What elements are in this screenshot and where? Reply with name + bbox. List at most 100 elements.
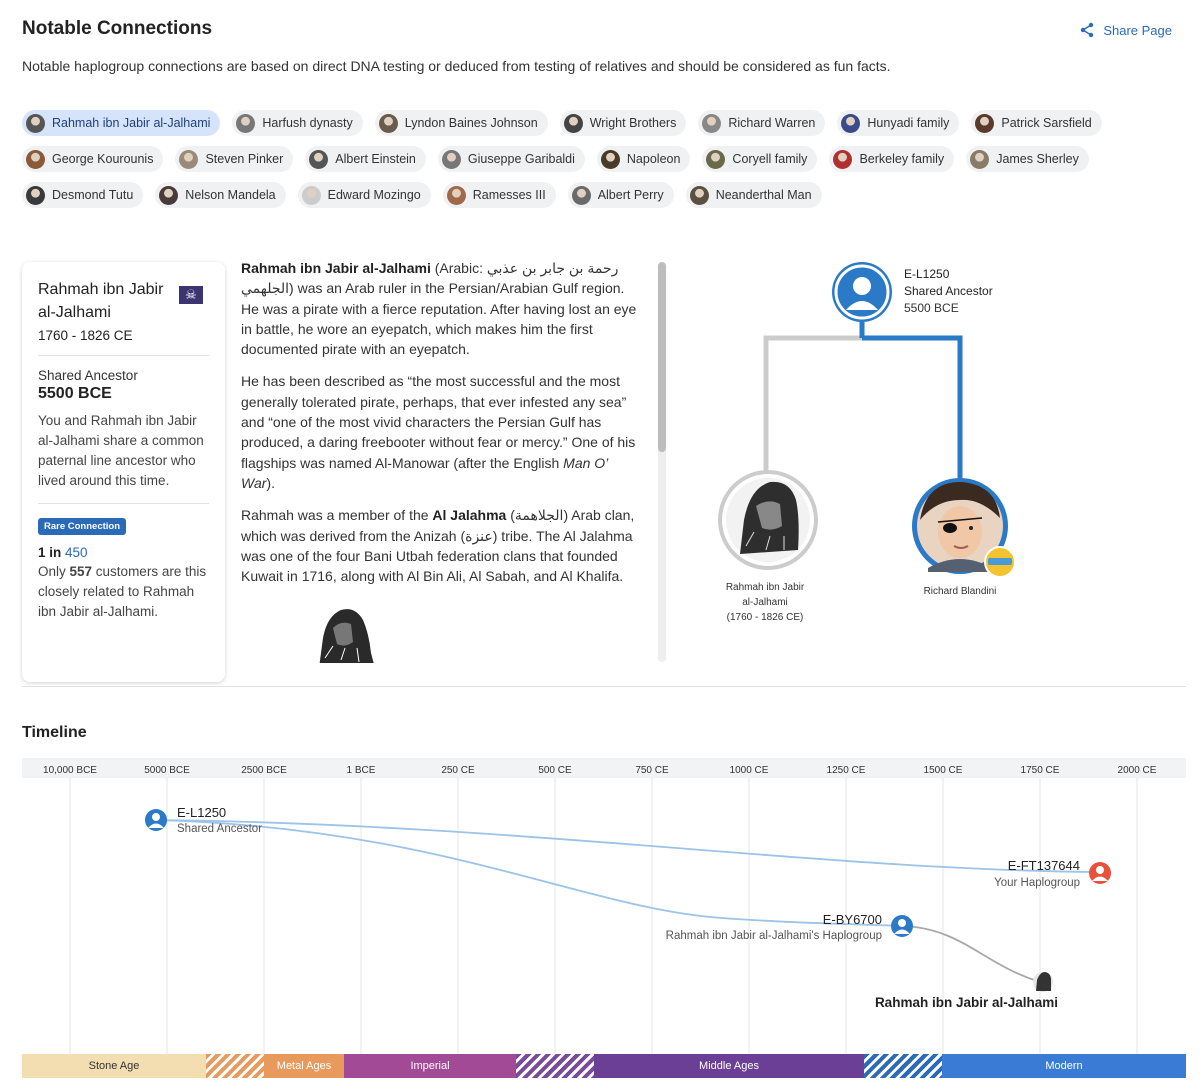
path-to-their-haplogroup	[155, 819, 901, 927]
rare-connection-badge: Rare Connection	[38, 518, 127, 535]
bio-arabic-name: رحمة بن جابر بن عذبي الجلهمي	[241, 260, 619, 297]
timeline-chart: 10,000 BCE 5000 BCE 2500 BCE 1 BCE 250 CE 500…	[22, 758, 1186, 1054]
bio-text: He has been described as “the most succe…	[241, 373, 636, 471]
era-transition	[206, 1054, 264, 1078]
chip-label: Hunyadi family	[867, 116, 950, 130]
era-bar: Stone Age Metal Ages Imperial Middle Ages Mo…	[22, 1054, 1186, 1078]
connection-chip[interactable]: Albert Perry	[567, 182, 674, 208]
avatar	[841, 113, 861, 133]
chip-label: Albert Einstein	[335, 152, 416, 166]
card-person-years: 1760 - 1826 CE	[38, 328, 133, 343]
path-to-person	[901, 925, 1041, 983]
avatar	[26, 185, 45, 205]
connection-chip[interactable]: Rahmah ibn Jabir al-Jalhami	[22, 110, 221, 136]
page-subtitle: Notable haplogroup connections are based…	[22, 58, 891, 74]
connection-chip[interactable]: Patrick Sarsfield	[971, 110, 1102, 136]
achievement-badge-icon	[984, 546, 1016, 578]
tree-ancestor-label: Shared Ancestor	[904, 284, 993, 298]
tree-left-name: Rahmah ibn Jabir al-Jalhami (1760 - 1826…	[698, 580, 832, 625]
chip-label: Ramesses III	[472, 188, 546, 202]
connection-chips: Rahmah ibn Jabir al-Jalhami Harfush dynas…	[22, 110, 1182, 218]
timeline-tick-label: 1750 CE	[1021, 765, 1060, 776]
customer-count-text: Only 557 customers are this closely rela…	[38, 562, 209, 622]
avatar	[706, 149, 726, 169]
page-title: Notable Connections	[22, 18, 213, 39]
era-transition	[516, 1054, 594, 1078]
avatar	[301, 185, 321, 205]
avatar	[441, 149, 461, 169]
timeline-tick-label: 2500 BCE	[241, 765, 287, 776]
avatar	[571, 185, 591, 205]
connection-chip[interactable]: Wright Brothers	[559, 110, 687, 136]
chip-label: James Sherley	[996, 152, 1079, 166]
bio-text: ).	[266, 474, 275, 491]
avatar	[689, 185, 709, 205]
avatar	[159, 185, 179, 205]
chip-label: Edward Mozingo	[327, 188, 421, 202]
timeline-tick-label: 1500 CE	[924, 765, 963, 776]
connection-chip[interactable]: Coryell family	[702, 146, 818, 172]
connection-chip[interactable]: George Kourounis	[22, 146, 164, 172]
chip-label: Desmond Tutu	[52, 188, 134, 202]
timeline-tick-label: 500 CE	[538, 765, 572, 776]
avatar	[378, 113, 398, 133]
connection-chip[interactable]: Hunyadi family	[837, 110, 960, 136]
richard-node[interactable]	[912, 478, 1016, 578]
header: Notable Connections Share Page Notable h…	[22, 16, 1182, 96]
customer-count-suffix: customers are this closely related to Ra…	[38, 564, 207, 619]
chip-label: Berkeley family	[859, 152, 945, 166]
chip-label: George Kourounis	[52, 152, 154, 166]
rarity-link[interactable]: 450	[65, 545, 88, 560]
rahmah-node[interactable]	[718, 470, 818, 570]
your-haplogroup-marker[interactable]	[1089, 862, 1111, 884]
connection-chip[interactable]: Lyndon Baines Johnson	[374, 110, 548, 136]
tree-ancestor-date: 5500 BCE	[904, 301, 959, 315]
connection-chip[interactable]: Ramesses III	[442, 182, 556, 208]
avatar	[600, 149, 620, 169]
bio-text: ) was an Arab ruler in the Persian/Arabi…	[241, 280, 637, 358]
tree-lines	[718, 262, 1016, 578]
bio-scrollbar-track[interactable]	[658, 262, 666, 662]
connection-chip[interactable]: Giuseppe Garibaldi	[437, 146, 585, 172]
bio-arabic-prefix: (Arabic:	[430, 260, 487, 276]
connection-chip[interactable]: Napoleon	[596, 146, 691, 172]
shared-ancestor-description: You and Rahmah ibn Jabir al-Jalhami shar…	[38, 413, 204, 488]
chip-label: Wright Brothers	[589, 116, 677, 130]
tree-line-right	[862, 335, 963, 478]
era-segment: Metal Ages	[264, 1054, 344, 1078]
connection-chip[interactable]: James Sherley	[966, 146, 1089, 172]
path-to-your-haplogroup	[155, 819, 1099, 873]
tree-right-name: Richard Blandini	[923, 586, 997, 597]
their-haplogroup-marker[interactable]	[891, 915, 913, 937]
tl-ancestor-label: Shared Ancestor	[177, 823, 262, 835]
connection-chip[interactable]: Berkeley family	[829, 146, 955, 172]
person-icon	[898, 919, 906, 927]
chip-label: Rahmah ibn Jabir al-Jalhami	[52, 116, 211, 130]
rarity-prefix: 1 in	[38, 545, 66, 560]
tl-your-id: E-FT137644	[1008, 858, 1080, 873]
avatar	[26, 149, 45, 169]
bio-scrollbar-thumb[interactable]	[658, 262, 666, 452]
ancestor-node[interactable]	[832, 262, 892, 322]
connection-chip[interactable]: Neanderthal Man	[685, 182, 822, 208]
rarity-ratio: 1 in 450	[38, 545, 209, 560]
card-divider	[38, 355, 209, 356]
connection-chip[interactable]: Nelson Mandela	[155, 182, 286, 208]
bio-italic: Man O’ War	[241, 454, 608, 491]
bio-clan-name: Al Jalahma	[432, 507, 507, 524]
connection-chip[interactable]: Steven Pinker	[175, 146, 294, 172]
person-icon	[152, 813, 160, 821]
connection-chip[interactable]: Edward Mozingo	[297, 182, 431, 208]
share-page-button[interactable]: Share Page	[1079, 22, 1172, 38]
avatar	[563, 113, 583, 133]
connection-chip[interactable]: Desmond Tutu	[22, 182, 144, 208]
avatar	[833, 149, 853, 169]
connection-chip[interactable]: Richard Warren	[698, 110, 826, 136]
person-portrait-marker[interactable]	[1033, 972, 1053, 992]
connection-chip[interactable]: Harfush dynasty	[232, 110, 363, 136]
ancestor-marker[interactable]	[145, 809, 167, 831]
biography-panel[interactable]: Rahmah ibn Jabir al-Jalhami (Arabic: رحم…	[241, 258, 661, 663]
timeline-tick-label: 250 CE	[441, 765, 475, 776]
connection-chip[interactable]: Albert Einstein	[305, 146, 426, 172]
bio-text: (الجلاهمة) Arab clan, which was derived …	[241, 507, 635, 585]
